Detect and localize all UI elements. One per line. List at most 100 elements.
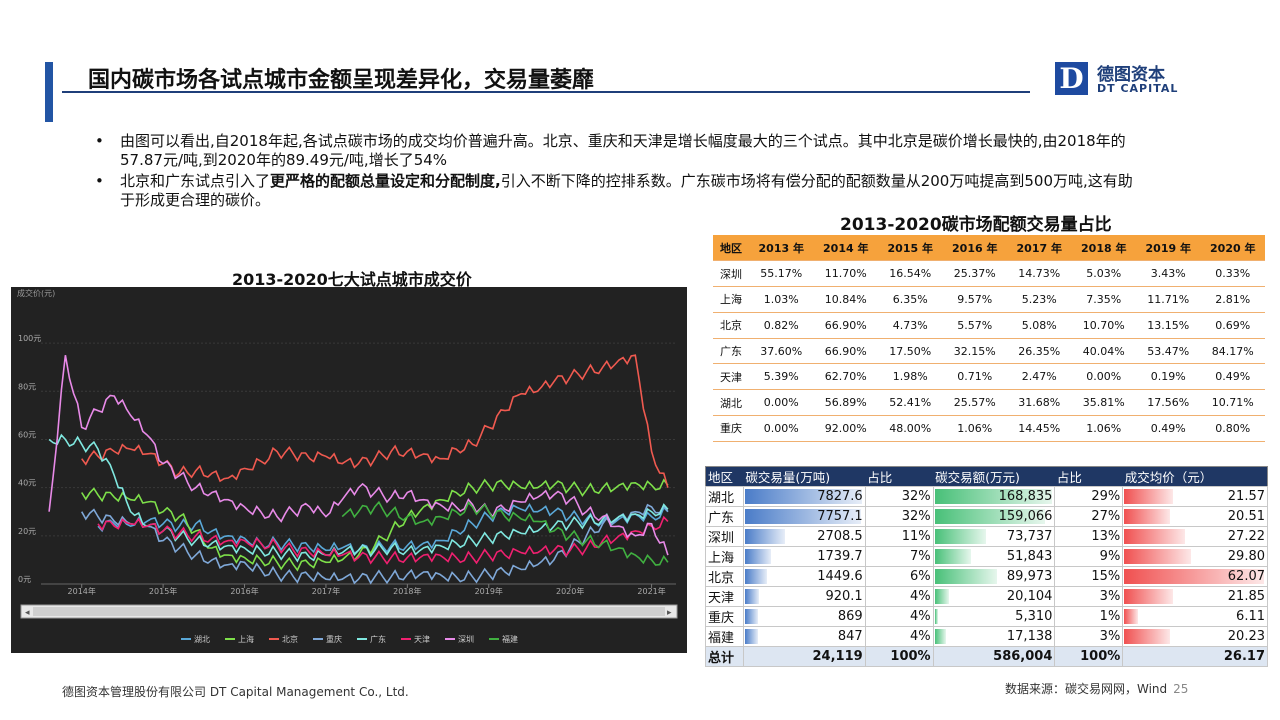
table1-cell: 6.35% <box>878 286 943 313</box>
data-bar <box>934 569 998 584</box>
amount-cell: 168,835 <box>932 486 1056 507</box>
table-row: 天津 920.1 4% 20,104 3% 21.85 <box>705 586 1268 607</box>
data-bar <box>1124 549 1192 564</box>
x-tick-label: 2016年 <box>230 586 258 596</box>
data-bar <box>1124 569 1264 584</box>
data-bar <box>744 529 786 544</box>
data-bar <box>1124 509 1171 524</box>
data-bar <box>744 569 767 584</box>
amount-cell: 73,737 <box>932 526 1056 547</box>
table1-cell: 湖北 <box>713 389 749 417</box>
volume-share-cell: 32% <box>864 506 934 527</box>
table1-cell: 重庆 <box>713 415 749 442</box>
table1-cell: 92.00% <box>813 415 878 442</box>
chart-scrollbar-thumb <box>33 607 665 616</box>
table-row: 深圳 55.17% 11.70% 16.54% 25.37% 14.73% 5.03% 3.4… <box>713 260 1265 288</box>
table1-cell: 13.15% <box>1136 312 1201 339</box>
amount-share-cell: 3% <box>1054 586 1124 607</box>
table1-cell: 5.57% <box>942 312 1007 339</box>
table1-header-cell: 2014 年 <box>813 235 878 262</box>
table-row: 上海 1.03% 10.84% 6.35% 9.57% 5.23% 7.35% 11.71% 2… <box>713 286 1265 313</box>
volume-cell: 920.1 <box>742 586 866 607</box>
bullet-item: 由图可以看出,自2018年起,各试点碳市场的成交均价普遍升高。北京、重庆和天津是… <box>95 132 1145 170</box>
total-row: 总计 24,119 100% 586,004 100% 26.17 <box>705 646 1268 667</box>
table2-header-cell: 占比 <box>1054 466 1123 487</box>
volume-share-cell: 7% <box>864 546 934 567</box>
volume-share-cell: 4% <box>864 586 934 607</box>
bullet-text-pre: 北京和广东试点引入了 <box>120 172 271 190</box>
amount-share-cell: 13% <box>1054 526 1124 547</box>
data-bar <box>934 609 939 624</box>
volume-cell: 7827.6 <box>742 486 866 507</box>
page-title: 国内碳市场各试点城市金额呈现差异化，交易量萎靡 <box>88 68 595 93</box>
region-cell: 天津 <box>705 586 744 607</box>
bullet-item: 北京和广东试点引入了更严格的配额总量设定和分配制度,引入不断下降的控排系数。广东… <box>95 172 1145 210</box>
region-cell: 广东 <box>705 506 744 527</box>
table1-cell: 0.19% <box>1136 363 1201 391</box>
table1-cell: 52.41% <box>878 389 943 417</box>
table1-cell: 37.60% <box>749 338 814 365</box>
table1-cell: 14.45% <box>1007 415 1072 442</box>
table1-cell: 5.39% <box>749 363 814 391</box>
total-cell: 26.17 <box>1122 646 1268 667</box>
table1-cell: 1.03% <box>749 286 814 313</box>
table1-cell: 31.68% <box>1007 389 1072 417</box>
table1-cell: 66.90% <box>813 338 878 365</box>
data-bar <box>934 489 1052 504</box>
company-logo: D 德图资本 DT CAPITAL <box>1055 60 1195 98</box>
series-line-重庆 <box>81 503 669 585</box>
data-bar <box>744 629 758 644</box>
table1-cell: 55.17% <box>749 260 814 288</box>
table2-header-cell: 成交均价（元） <box>1122 466 1268 487</box>
series-line-上海 <box>81 478 669 572</box>
y-tick-label: 40元 <box>18 479 36 488</box>
table1-cell: 17.56% <box>1136 389 1201 417</box>
table1-cell: 上海 <box>713 286 749 313</box>
amount-cell: 5,310 <box>932 606 1056 627</box>
title-rule <box>62 91 1030 93</box>
x-tick-label: 2015年 <box>149 586 177 596</box>
table2-header-cell: 碳交易量(万吨) <box>743 466 866 487</box>
table1-cell: 62.70% <box>813 363 878 391</box>
table1-cell: 11.71% <box>1136 286 1201 313</box>
table1-cell: 广东 <box>713 338 749 365</box>
footer-company: 德图资本管理股份有限公司 DT Capital Management Co., … <box>62 685 409 699</box>
table-row: 北京 1449.6 6% 89,973 15% 62.07 <box>705 566 1268 587</box>
table1-cell: 48.00% <box>878 415 943 442</box>
table1-cell: 5.08% <box>1007 312 1072 339</box>
amount-share-cell: 29% <box>1054 486 1124 507</box>
data-bar <box>1124 489 1173 504</box>
price-cell: 27.22 <box>1122 526 1268 547</box>
price-cell: 21.85 <box>1122 586 1268 607</box>
total-cell: 24,119 <box>742 646 866 667</box>
legend-label: 天津 <box>414 634 430 644</box>
data-bar <box>1124 589 1174 604</box>
data-bar <box>744 549 771 564</box>
table1-cell: 5.03% <box>1071 260 1136 288</box>
legend-label: 重庆 <box>326 634 342 644</box>
table1-header-cell: 2013 年 <box>749 235 814 262</box>
scroll-left-icon: ◂ <box>25 608 30 618</box>
data-bar <box>934 589 949 604</box>
table-row: 北京 0.82% 66.90% 4.73% 5.57% 5.08% 10.70% 13.15%… <box>713 312 1265 339</box>
total-cell: 100% <box>1054 646 1124 667</box>
scroll-right-icon: ▸ <box>667 608 672 618</box>
amount-cell: 159,066 <box>932 506 1056 527</box>
table1-cell: 4.73% <box>878 312 943 339</box>
table1-cell: 35.81% <box>1071 389 1136 417</box>
price-cell: 6.11 <box>1122 606 1268 627</box>
table1-header-cell: 地区 <box>713 235 749 262</box>
volume-cell: 869 <box>742 606 866 627</box>
region-cell: 深圳 <box>705 526 744 547</box>
table1-title: 2013-2020碳市场配额交易量占比 <box>840 215 1112 235</box>
table1-cell: 深圳 <box>713 260 749 288</box>
table1-cell: 0.00% <box>749 389 814 417</box>
table1-cell: 17.50% <box>878 338 943 365</box>
logo-mark-icon: D <box>1055 62 1088 95</box>
y-tick-label: 100元 <box>18 334 41 343</box>
title-accent-bar <box>45 62 53 122</box>
volume-cell: 7757.1 <box>742 506 866 527</box>
data-bar <box>1124 609 1139 624</box>
amount-share-cell: 1% <box>1054 606 1124 627</box>
chart-title: 2013-2020七大试点城市成交价 <box>232 270 472 289</box>
